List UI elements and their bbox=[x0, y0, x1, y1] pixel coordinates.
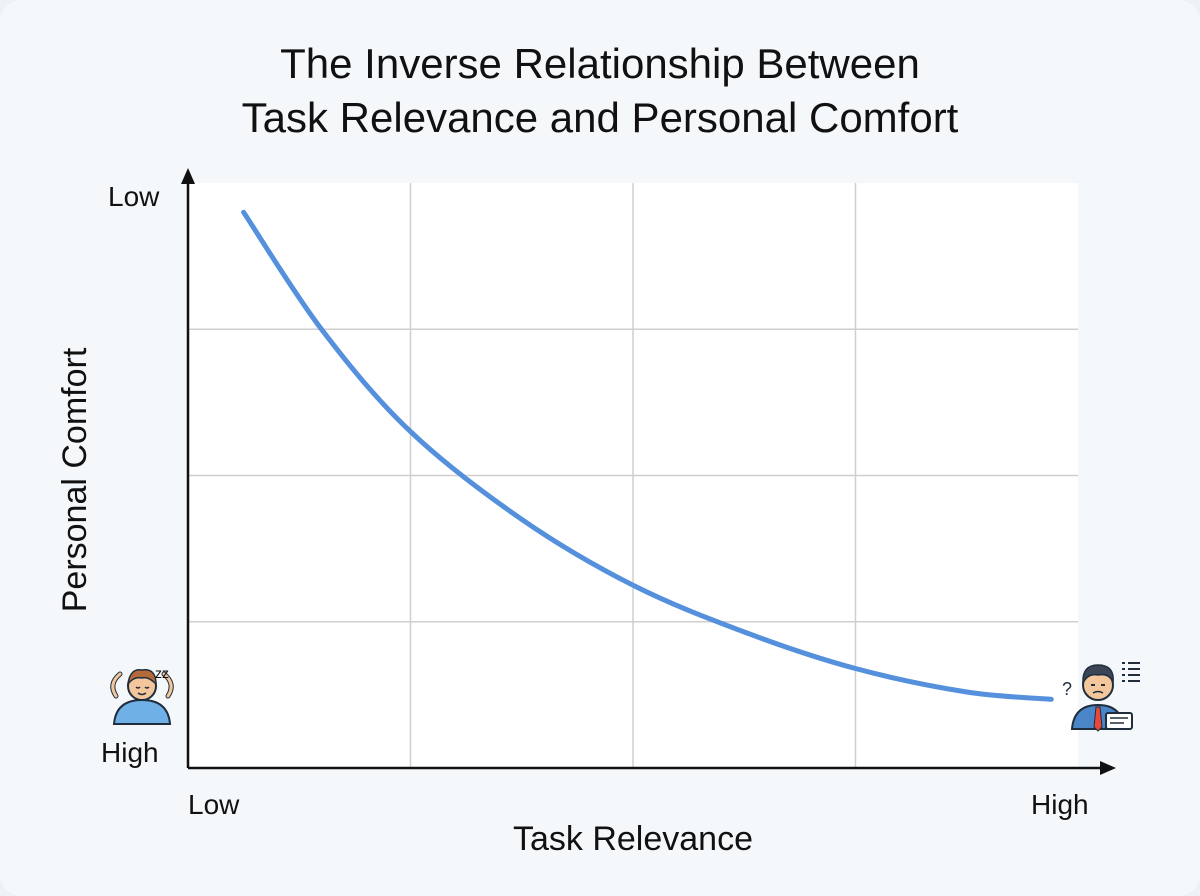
y-axis-arrow bbox=[181, 168, 195, 184]
y-axis-label: Personal Comfort bbox=[56, 347, 94, 612]
x-axis-label: Task Relevance bbox=[513, 820, 753, 858]
stressed-office-worker-icon: ? bbox=[1062, 662, 1140, 732]
sleep-z-text: zz bbox=[155, 665, 169, 681]
chart-title-line-2: Task Relevance and Personal Comfort bbox=[241, 94, 959, 141]
x-tick-label-high: High bbox=[1031, 789, 1089, 820]
question-mark-text: ? bbox=[1062, 679, 1072, 699]
y-tick-label-low: Low bbox=[108, 181, 160, 212]
relaxed-person-sleeping-icon: zz bbox=[110, 665, 174, 725]
series-line bbox=[241, 209, 1054, 702]
y-tick-label-high: High bbox=[101, 737, 159, 768]
chart-title-line-1: The Inverse Relationship Between bbox=[280, 40, 920, 87]
x-axis-arrow bbox=[1100, 761, 1116, 775]
x-tick-label-low: Low bbox=[188, 789, 240, 820]
